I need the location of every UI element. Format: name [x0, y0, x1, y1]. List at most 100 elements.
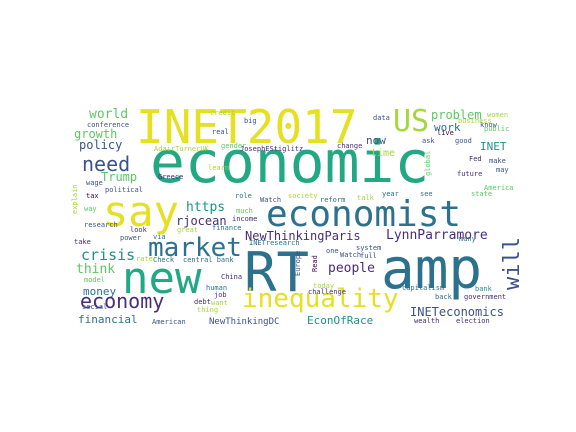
word-state: state	[471, 190, 492, 198]
word-finance: finance	[212, 224, 242, 232]
word-make: make	[489, 157, 506, 165]
word-many: many	[459, 235, 476, 243]
word-year: year	[382, 190, 399, 198]
word-america: America	[484, 184, 514, 192]
word-say: say	[103, 187, 179, 236]
word-watch: Watch	[340, 251, 361, 259]
word-debt: debt	[194, 298, 211, 306]
word-inet: INET	[480, 140, 507, 153]
word-society: society	[288, 192, 318, 200]
word-human: human	[206, 284, 227, 292]
word-lynnparramore: LynnParramore	[386, 228, 488, 243]
word-model: model	[84, 276, 105, 284]
word-ask: ask	[422, 137, 435, 145]
word-problem: problem	[431, 108, 482, 122]
word-us: US	[393, 104, 429, 139]
word-data: data	[373, 114, 390, 122]
word-public: public	[484, 125, 509, 133]
word-wealth: wealth	[414, 317, 439, 325]
word-government: government	[464, 293, 506, 301]
word-rate: rate	[136, 255, 153, 263]
word-way: way	[84, 205, 97, 213]
word-social: social	[82, 303, 107, 311]
word-talk: talk	[357, 194, 375, 202]
word-global: global	[424, 151, 432, 176]
word-will: will	[500, 237, 525, 290]
word-big: big	[244, 117, 257, 125]
word-american: American	[152, 318, 186, 326]
word-wage: wage	[86, 179, 103, 187]
word-see: see	[420, 190, 433, 198]
word-want: want	[211, 299, 228, 307]
word-business: business	[458, 117, 492, 125]
word-rt: RT	[244, 241, 309, 304]
word-money: money	[83, 285, 116, 298]
word-read: Read	[311, 255, 319, 272]
word-now: now	[366, 134, 386, 147]
word-josephestiglitz: JosephEStiglitz	[240, 145, 303, 153]
word-newthinkingparis: NewThinkingParis	[245, 229, 361, 243]
word-change: change	[337, 142, 362, 150]
word-inetresearch: INETresearch	[249, 239, 300, 247]
word-watch: Watch	[260, 196, 281, 204]
word-amp: amp	[381, 237, 482, 302]
word-policy: policy	[79, 138, 122, 152]
word-full: full	[360, 252, 377, 260]
word-growth: growth	[74, 127, 117, 141]
word-world: world	[89, 107, 128, 122]
word-challenge: challenge	[308, 288, 346, 296]
word-europe: Europe	[294, 251, 302, 276]
word-central-bank: central bank	[183, 256, 234, 264]
word-economist: economist	[266, 194, 461, 235]
word-today: today	[313, 282, 334, 290]
word-china: China	[221, 273, 242, 281]
word-know: know	[480, 121, 498, 129]
word-financial: financial	[78, 313, 138, 326]
word-income: income	[232, 215, 257, 223]
word-back: back	[435, 293, 453, 301]
word-inet2017: INET2017	[136, 100, 358, 154]
word-adairturneruk: AdairTurnerUK	[154, 145, 210, 153]
word-work: work	[434, 121, 461, 134]
word-look: look	[130, 226, 148, 234]
word-ineteconomics: INETeconomics	[410, 305, 504, 319]
word-may: may	[496, 166, 509, 174]
word-people: people	[328, 261, 375, 276]
word-newthinkingdc: NewThinkingDC	[209, 317, 279, 327]
word-thing: thing	[197, 306, 218, 314]
word-much: much	[236, 207, 253, 215]
word-research: research	[84, 221, 118, 229]
word-one: one	[326, 247, 339, 255]
word-check: Check	[153, 256, 175, 264]
word-job: job	[214, 291, 227, 299]
word-capitalism: capitalism	[402, 284, 444, 292]
word-https: https	[186, 200, 225, 215]
word-think: think	[76, 262, 115, 277]
word-econofrace: EconOfRace	[307, 314, 373, 327]
word-rjocean: rjocean	[176, 214, 227, 228]
word-good: good	[455, 137, 472, 145]
word-credit: credit	[210, 109, 235, 117]
word-explain: explain	[71, 184, 79, 214]
word-learn: learn	[208, 164, 229, 172]
word-crisis: crisis	[81, 246, 135, 264]
word-bank: bank	[475, 285, 493, 293]
word-role: role	[235, 192, 252, 200]
word-market: market	[148, 233, 242, 263]
word-future: future	[457, 170, 482, 178]
word-fed: Fed	[469, 155, 482, 163]
word-new: new	[122, 253, 202, 304]
word-reform: reform	[320, 196, 345, 204]
word-election: election	[456, 317, 490, 325]
word-power: power	[120, 234, 141, 242]
word-conference: conference	[87, 121, 129, 129]
word-economic: economic	[150, 128, 429, 196]
word-greece: Greece	[158, 173, 183, 181]
word-political: political	[105, 186, 143, 194]
word-inequality: inequality	[242, 284, 399, 314]
word-need: need	[82, 152, 130, 176]
word-great: great	[177, 226, 198, 234]
